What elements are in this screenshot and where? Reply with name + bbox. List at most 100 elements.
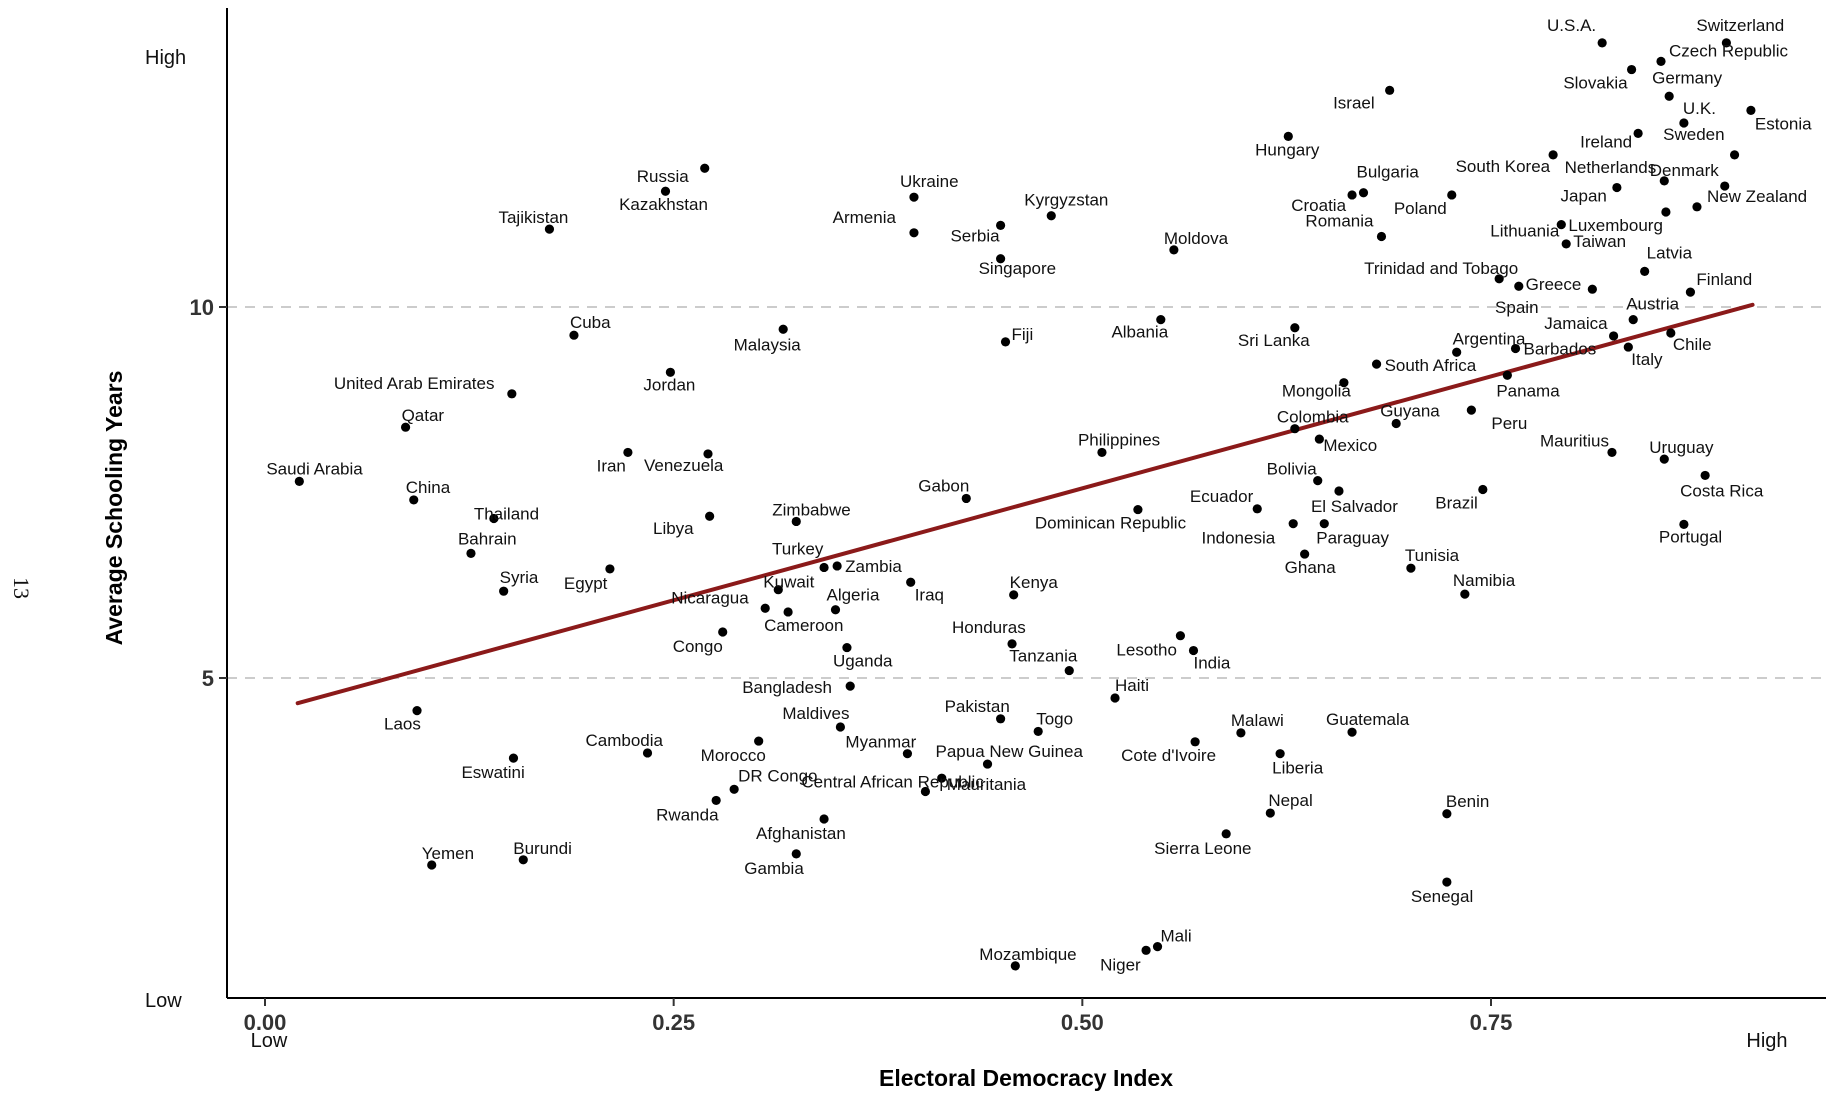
point-label: Uganda xyxy=(833,652,893,671)
data-point xyxy=(1466,405,1476,415)
data-point xyxy=(1275,749,1285,759)
point-label: Maldives xyxy=(782,704,849,723)
y-axis-high-label: High xyxy=(145,47,186,69)
data-point xyxy=(427,860,437,870)
fit-line-group xyxy=(295,302,1755,706)
point-label: Taiwan xyxy=(1573,232,1626,251)
point-label: Czech Republic xyxy=(1669,41,1789,60)
point-label: Brazil xyxy=(1435,494,1478,513)
point-label: Libya xyxy=(653,519,694,538)
point-label: Cameroon xyxy=(764,616,843,635)
point-label: Eswatini xyxy=(461,763,524,782)
data-point xyxy=(835,722,846,732)
point-label: Portugal xyxy=(1659,527,1722,546)
point-label: Colombia xyxy=(1277,408,1349,427)
data-point xyxy=(1692,202,1702,212)
data-point xyxy=(1746,105,1756,115)
data-point xyxy=(1502,370,1512,380)
data-point xyxy=(1290,323,1300,333)
point-label: Albania xyxy=(1111,323,1168,342)
data-point xyxy=(1700,470,1710,481)
data-point xyxy=(754,736,764,746)
point-label: Indonesia xyxy=(1201,529,1275,548)
data-point xyxy=(1514,281,1524,291)
point-label: Armenia xyxy=(833,208,897,227)
data-point xyxy=(773,585,783,595)
point-label: Italy xyxy=(1631,350,1663,369)
data-point xyxy=(845,681,855,691)
point-label: China xyxy=(406,478,451,497)
data-point xyxy=(569,330,579,340)
data-point xyxy=(1510,343,1521,354)
data-point xyxy=(1283,131,1293,141)
x-axis-title: Electoral Democracy Index xyxy=(879,1065,1173,1091)
x-ticks: 0.00 0.25 0.50 0.75 xyxy=(244,998,1512,1035)
data-point xyxy=(1358,188,1369,198)
data-point xyxy=(819,562,829,573)
data-point xyxy=(1046,211,1056,221)
point-label: Fiji xyxy=(1012,325,1034,344)
data-point xyxy=(961,493,971,504)
data-point xyxy=(1656,56,1666,66)
data-point xyxy=(1313,476,1323,486)
point-label: Namibia xyxy=(1453,571,1516,590)
y-axis-low-label: Low xyxy=(145,990,182,1012)
data-point xyxy=(1156,315,1166,325)
data-point xyxy=(665,367,675,377)
data-point xyxy=(1556,220,1566,230)
point-label: Estonia xyxy=(1755,114,1812,133)
point-label: Moldova xyxy=(1164,229,1229,248)
data-point xyxy=(660,186,671,196)
fit-line xyxy=(295,302,1755,706)
data-point xyxy=(1626,64,1637,75)
data-point xyxy=(1097,447,1107,458)
data-point xyxy=(1141,945,1151,955)
data-point xyxy=(832,561,842,571)
point-label: Ukraine xyxy=(900,172,959,191)
point-label: Cambodia xyxy=(586,731,664,750)
data-point xyxy=(1666,328,1676,338)
data-point xyxy=(1720,181,1730,191)
point-label: Honduras xyxy=(952,618,1026,637)
point-label: Cuba xyxy=(570,313,611,332)
data-point xyxy=(605,564,615,574)
data-point xyxy=(996,714,1006,724)
data-point xyxy=(711,795,721,806)
y-axis-title: Average Schooling Years xyxy=(101,371,127,646)
point-label: Russia xyxy=(637,167,690,186)
point-label: Ireland xyxy=(1580,132,1632,151)
data-point xyxy=(729,784,739,794)
data-point xyxy=(1597,38,1607,48)
point-label: Panama xyxy=(1496,381,1560,400)
data-point xyxy=(1442,877,1452,887)
point-label: Poland xyxy=(1394,199,1447,218)
point-label: Latvia xyxy=(1647,243,1693,262)
data-point xyxy=(1561,239,1571,249)
data-point xyxy=(294,476,304,486)
point-label: United Arab Emirates xyxy=(334,374,495,393)
point-label: Trinidad and Tobago xyxy=(1364,259,1518,278)
data-point xyxy=(1391,418,1401,429)
data-point xyxy=(409,495,419,505)
data-point xyxy=(1548,150,1558,160)
x-axis-high-label: High xyxy=(1746,1030,1787,1052)
data-point xyxy=(982,759,993,769)
data-point xyxy=(1478,484,1488,495)
point-label: Japan xyxy=(1561,187,1607,206)
point-label: Lesotho xyxy=(1116,641,1177,660)
point-label: Myanmar xyxy=(845,733,916,752)
data-point xyxy=(791,849,801,859)
point-label: Zimbabwe xyxy=(772,500,850,519)
data-point xyxy=(1300,549,1310,559)
data-point xyxy=(412,706,422,716)
data-point xyxy=(1290,424,1300,434)
data-point xyxy=(1729,150,1740,160)
point-label: Guatemala xyxy=(1326,710,1410,729)
point-label: Iran xyxy=(597,456,626,475)
data-point xyxy=(1236,728,1246,738)
point-label: Spain xyxy=(1495,298,1538,317)
point-label: Egypt xyxy=(564,574,608,593)
data-point xyxy=(791,516,801,527)
point-label: Philippines xyxy=(1078,430,1160,449)
point-label: Sierra Leone xyxy=(1154,839,1251,858)
